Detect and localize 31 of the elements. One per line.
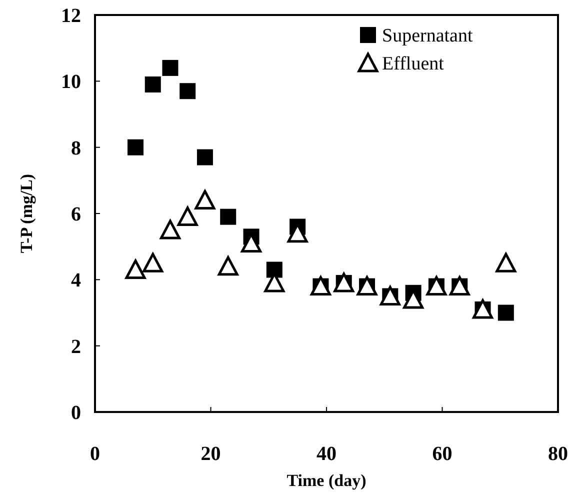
legend-label: Effluent bbox=[382, 54, 445, 75]
point bbox=[128, 139, 144, 156]
point bbox=[194, 190, 216, 210]
point bbox=[218, 256, 238, 276]
point bbox=[220, 208, 236, 225]
x-tick-label: 80 bbox=[548, 443, 568, 465]
point bbox=[196, 149, 213, 166]
y-tick-label: 2 bbox=[71, 336, 81, 358]
x-axis-title: Time (day) bbox=[286, 471, 366, 490]
point bbox=[160, 220, 180, 240]
point bbox=[498, 304, 514, 321]
x-tick-label: 40 bbox=[316, 443, 336, 465]
point bbox=[180, 83, 196, 100]
y-tick-label: 4 bbox=[71, 270, 81, 292]
y-tick-label: 12 bbox=[61, 5, 81, 27]
x-tick-label: 20 bbox=[200, 443, 221, 465]
y-tick-label: 8 bbox=[71, 137, 81, 160]
point bbox=[266, 262, 282, 278]
y-tick-label: 6 bbox=[71, 204, 81, 226]
y-axis-title: T-P (mg/L) bbox=[17, 174, 36, 254]
point bbox=[177, 206, 198, 226]
y-tick-label: 10 bbox=[61, 71, 81, 94]
point bbox=[144, 76, 161, 92]
y-tick-label: 0 bbox=[71, 402, 81, 424]
point bbox=[125, 259, 146, 279]
legend-label: Supernatant bbox=[382, 26, 474, 47]
x-tick-label: 0 bbox=[90, 443, 100, 465]
point bbox=[142, 252, 164, 272]
point bbox=[496, 252, 516, 272]
point bbox=[162, 60, 178, 76]
x-tick-label: 60 bbox=[432, 443, 452, 465]
